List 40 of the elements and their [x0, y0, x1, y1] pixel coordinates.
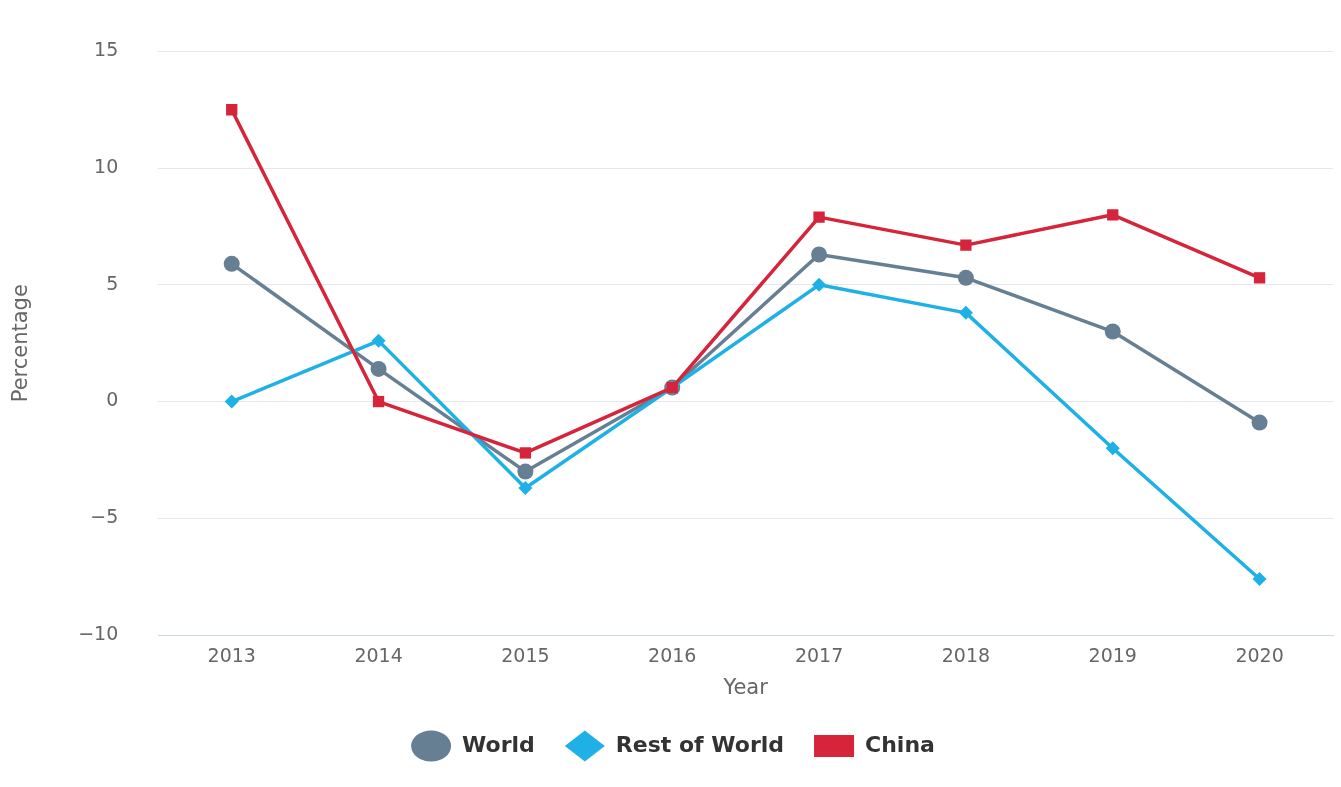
- point: [223, 255, 240, 272]
- point: [518, 480, 533, 495]
- point: [226, 104, 238, 116]
- point: [960, 239, 972, 251]
- x-tick-label: 2015: [501, 644, 550, 667]
- point: [224, 394, 239, 409]
- x-tick-label: 2016: [648, 644, 697, 667]
- x-tick-label: 2017: [794, 644, 844, 667]
- point: [517, 463, 534, 480]
- x-tick-label: 2019: [1088, 644, 1137, 667]
- point: [1104, 323, 1121, 340]
- point: [1107, 209, 1119, 221]
- point: [1105, 441, 1120, 456]
- point: [1251, 414, 1268, 431]
- y-tick-label: 0: [106, 388, 119, 411]
- point: [372, 395, 385, 408]
- legend-label: China: [865, 731, 935, 757]
- point: [958, 305, 973, 320]
- point: [811, 246, 828, 263]
- point: [519, 447, 532, 459]
- x-axis-title: Year: [722, 674, 769, 699]
- point: [813, 211, 825, 223]
- y-tick-label: −10: [78, 621, 119, 644]
- point: [370, 360, 387, 377]
- legend-label: Rest of World: [615, 731, 785, 757]
- point: [957, 269, 974, 286]
- x-tick-label: 2020: [1235, 644, 1284, 667]
- x-tick-label: 2013: [207, 644, 256, 667]
- y-tick-label: 15: [94, 38, 119, 61]
- legend-label: World: [462, 731, 535, 757]
- point: [1253, 272, 1266, 284]
- y-tick-label: −5: [90, 505, 119, 528]
- y-tick-label: 10: [94, 155, 119, 178]
- x-tick-label: 2018: [941, 644, 991, 667]
- point: [371, 333, 386, 348]
- y-axis-title: Percentage: [8, 284, 33, 403]
- point: [1252, 571, 1267, 586]
- x-tick-label: 2014: [354, 644, 403, 667]
- point: [812, 277, 827, 292]
- y-tick-label: 5: [106, 271, 119, 294]
